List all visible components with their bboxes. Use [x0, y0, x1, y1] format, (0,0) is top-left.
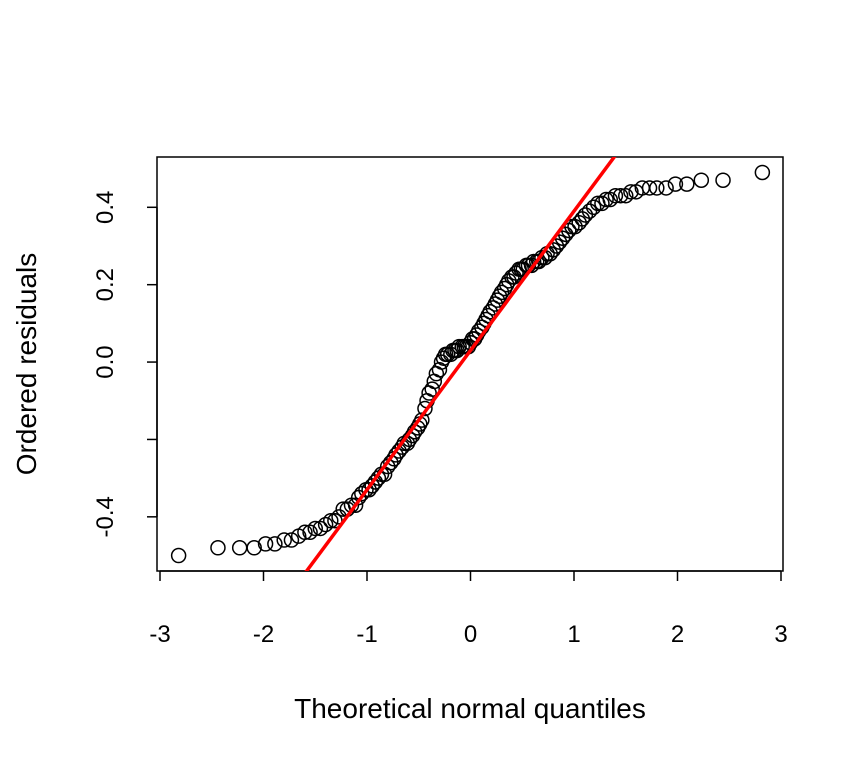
data-point: [607, 187, 624, 204]
data-point: [667, 176, 684, 192]
data-point: [618, 187, 634, 204]
x-tick-label: 2: [671, 621, 684, 648]
data-point: [577, 207, 594, 223]
data-point: [170, 547, 187, 564]
data-point: [267, 536, 283, 552]
data-points: [170, 164, 771, 564]
data-point: [424, 381, 440, 397]
data-point: [302, 524, 318, 541]
y-tick-label: 0.4: [92, 191, 119, 224]
data-point: [431, 362, 448, 378]
data-point: [679, 176, 695, 192]
data-point: [594, 195, 610, 212]
y-tick-label: 0.2: [92, 268, 119, 301]
data-point: [598, 191, 614, 208]
x-tick-label: 3: [774, 621, 787, 648]
data-point: [571, 215, 587, 231]
data-point: [276, 532, 292, 548]
data-point: [307, 520, 323, 537]
data-point: [317, 516, 334, 533]
data-point: [693, 172, 710, 188]
data-point: [323, 512, 339, 529]
data-point: [581, 203, 598, 219]
data-point: [602, 191, 618, 208]
data-point: [508, 265, 524, 281]
data-point: [210, 540, 226, 556]
data-point: [257, 536, 274, 552]
data-point: [231, 540, 248, 556]
data-point: [361, 481, 377, 498]
data-point: [493, 284, 510, 301]
x-tick-label: -1: [356, 621, 377, 648]
data-point: [364, 478, 380, 494]
reference-line: [304, 157, 617, 571]
y-axis-title: Ordered residuals: [11, 253, 42, 476]
data-point: [312, 520, 329, 537]
y-tick-label: 0.0: [92, 345, 119, 378]
x-tick-label: 1: [567, 621, 580, 648]
data-point: [297, 524, 313, 541]
x-axis-title: Theoretical normal quantiles: [294, 693, 646, 724]
data-point: [658, 180, 674, 196]
data-point: [585, 199, 602, 216]
x-axis: -3 -2 -1 0 1 2 3: [149, 570, 788, 648]
data-point: [574, 211, 591, 227]
x-tick-label: -3: [149, 621, 170, 648]
data-point: [367, 474, 384, 490]
data-point: [283, 532, 300, 548]
data-point: [417, 400, 433, 417]
data-point: [649, 180, 665, 196]
data-point: [246, 540, 262, 556]
data-point: [754, 164, 771, 181]
x-tick-label: 0: [464, 621, 477, 648]
x-tick-label: -2: [253, 621, 274, 648]
data-point: [612, 187, 629, 204]
y-axis: -0.4 0.0 0.2 0.4: [92, 191, 158, 538]
data-point: [715, 172, 731, 188]
y-tick-label: -0.4: [92, 496, 119, 537]
plot-frame: [156, 156, 784, 572]
data-point: [641, 180, 658, 196]
reference-line-group: [304, 157, 617, 571]
data-point: [623, 184, 639, 200]
data-point: [354, 485, 370, 502]
